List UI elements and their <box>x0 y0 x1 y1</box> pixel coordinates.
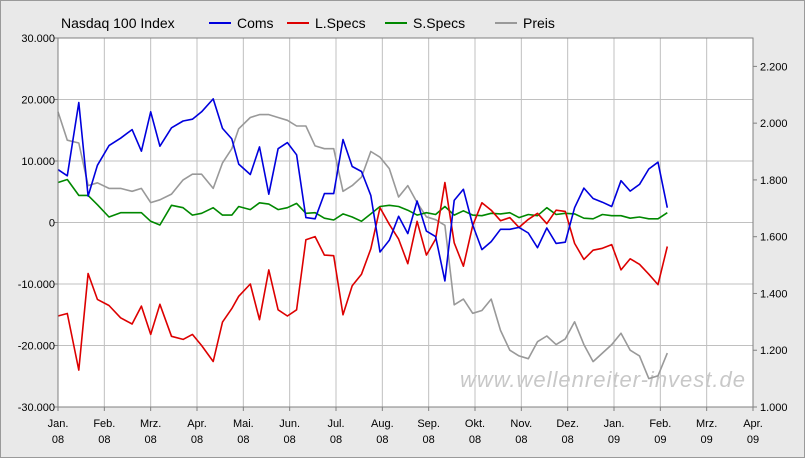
right-axis-tick-label: 1.400 <box>760 288 788 300</box>
right-axis-tick-label: 1.200 <box>760 345 788 357</box>
x-axis-year-label: 09 <box>701 434 713 446</box>
x-axis-year-label: 08 <box>52 434 64 446</box>
x-axis-year-label: 08 <box>330 434 342 446</box>
x-axis-year-label: 08 <box>191 434 203 446</box>
x-axis-month-label: Jan. <box>48 418 69 430</box>
x-axis-year-label: 08 <box>376 434 388 446</box>
series-lines <box>57 98 669 380</box>
series-line-preis <box>57 111 669 380</box>
series-line-s-specs <box>57 178 668 226</box>
x-axis-month-label: Jan. <box>604 418 625 430</box>
x-axis-month-label: Mrz. <box>140 418 161 430</box>
grid-lines <box>57 37 754 408</box>
right-axis-tick-label: 2.200 <box>760 61 788 73</box>
x-axis-month-label: Aug. <box>371 418 394 430</box>
x-axis-month-label: Mai. <box>233 418 254 430</box>
x-axis-year-label: 09 <box>747 434 759 446</box>
left-axis-tick-label: 0 <box>49 218 55 230</box>
left-axis-tick-label: 10.000 <box>21 156 55 168</box>
left-axis-tick-label: 20.000 <box>21 95 55 107</box>
x-axis-month-label: Jul. <box>327 418 344 430</box>
x-axis-year-label: 09 <box>608 434 620 446</box>
left-axis-tick-label: -10.000 <box>18 279 55 291</box>
left-axis-tick-label: -20.000 <box>18 341 55 353</box>
left-axis: 30.000 20.000 10.000 0 -10.000 -20.000 -30.000 <box>18 33 58 414</box>
x-axis-year-label: 08 <box>98 434 110 446</box>
legend-label-l-specs: L.Specs <box>315 15 366 31</box>
x-axis-year-label: 08 <box>237 434 249 446</box>
right-axis: 2.200 2.000 1.800 1.600 1.400 1.200 1.000 <box>753 61 788 414</box>
x-axis-month-label: Nov. <box>510 418 532 430</box>
x-axis-month-label: Apr. <box>187 418 207 430</box>
x-axis-year-label: 08 <box>469 434 481 446</box>
x-axis-month-label: Dez. <box>556 418 579 430</box>
x-axis-year-label: 08 <box>423 434 435 446</box>
series-line-l-specs <box>57 181 669 371</box>
chart-title: Nasdaq 100 Index <box>61 15 175 31</box>
right-axis-tick-label: 1.800 <box>760 175 788 187</box>
left-axis-tick-label: -30.000 <box>18 402 55 414</box>
right-axis-tick-label: 1.600 <box>760 232 788 244</box>
x-axis-year-label: 08 <box>562 434 574 446</box>
watermark: www.wellenreiter-invest.de <box>460 367 746 392</box>
x-axis-month-label: Okt. <box>465 418 485 430</box>
x-axis-month-label: Mrz. <box>696 418 717 430</box>
series-line-coms <box>57 98 669 282</box>
x-axis-month-label: Apr. <box>743 418 763 430</box>
x-axis-year-label: 08 <box>145 434 157 446</box>
x-axis-month-label: Feb. <box>649 418 671 430</box>
x-axis-year-label: 08 <box>284 434 296 446</box>
legend-label-preis: Preis <box>523 15 555 31</box>
left-axis-tick-label: 30.000 <box>21 33 55 45</box>
x-axis: Jan. 08 Feb. 08 Mrz. 08 Apr. 08 Mai. 08 Jun. 08 Jul.… <box>48 407 763 446</box>
x-axis-month-label: Jun. <box>279 418 300 430</box>
right-axis-tick-label: 2.000 <box>760 118 788 130</box>
legend: Coms L.Specs S.Specs Preis <box>209 15 555 31</box>
x-axis-year-label: 08 <box>515 434 527 446</box>
legend-label-s-specs: S.Specs <box>413 15 465 31</box>
right-axis-tick-label: 1.000 <box>760 402 788 414</box>
x-axis-month-label: Sep. <box>417 418 440 430</box>
x-axis-year-label: 09 <box>654 434 666 446</box>
x-axis-month-label: Feb. <box>93 418 115 430</box>
legend-label-coms: Coms <box>237 15 274 31</box>
